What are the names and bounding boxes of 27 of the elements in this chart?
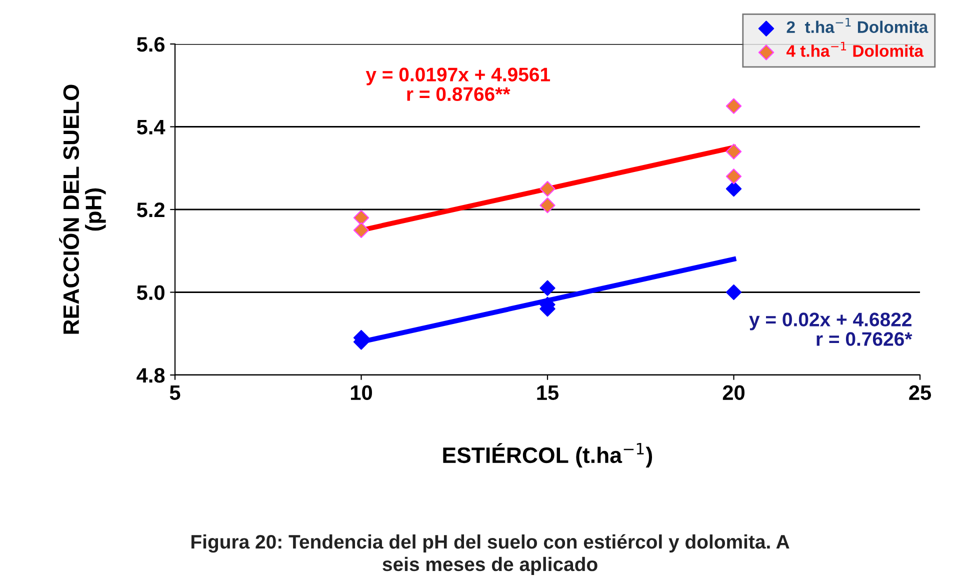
point — [353, 222, 370, 238]
y-tick-label: 5.0 — [136, 285, 164, 300]
x-tick-label: 15 — [537, 385, 559, 400]
y-tick-label: 5.4 — [136, 120, 166, 135]
point — [726, 284, 742, 300]
legend-label: 2 t.ha$^{−1}$ Dolomita — [786, 18, 928, 34]
point — [726, 168, 742, 184]
legend-label: 4 t.ha$^{−1}$ Dolomita — [786, 42, 924, 57]
point — [726, 144, 742, 160]
point — [726, 180, 742, 197]
text: Figura 20: Tendencia del pH del suelo con estiércol y dolomita. A seis meses de aplicado — [191, 534, 790, 575]
y-axis-title: REACCIÓN DEL SUELO (pH) — [59, 84, 106, 334]
y-tick-label: 5.6 — [136, 37, 165, 52]
point — [540, 280, 556, 296]
y-tick-label: 5.2 — [136, 202, 164, 218]
annotation: y = 0.02x + 4.6822 r = 0.7626* — [749, 312, 912, 346]
x-tick-label: 5 — [170, 385, 180, 400]
point — [540, 180, 556, 197]
point — [353, 210, 370, 226]
point — [726, 98, 742, 114]
x-tick-label: 25 — [909, 385, 932, 400]
y-tick-label: 4.8 — [136, 368, 165, 383]
x-tick-label: 10 — [350, 385, 372, 400]
x-axis-title: ESTIÉRCOL (t.ha$^{−1}$) — [443, 443, 652, 468]
point — [540, 198, 556, 214]
annotation: y = 0.0197x + 4.9561 r = 0.8766** — [366, 68, 550, 101]
x-tick-label: 20 — [722, 385, 744, 400]
